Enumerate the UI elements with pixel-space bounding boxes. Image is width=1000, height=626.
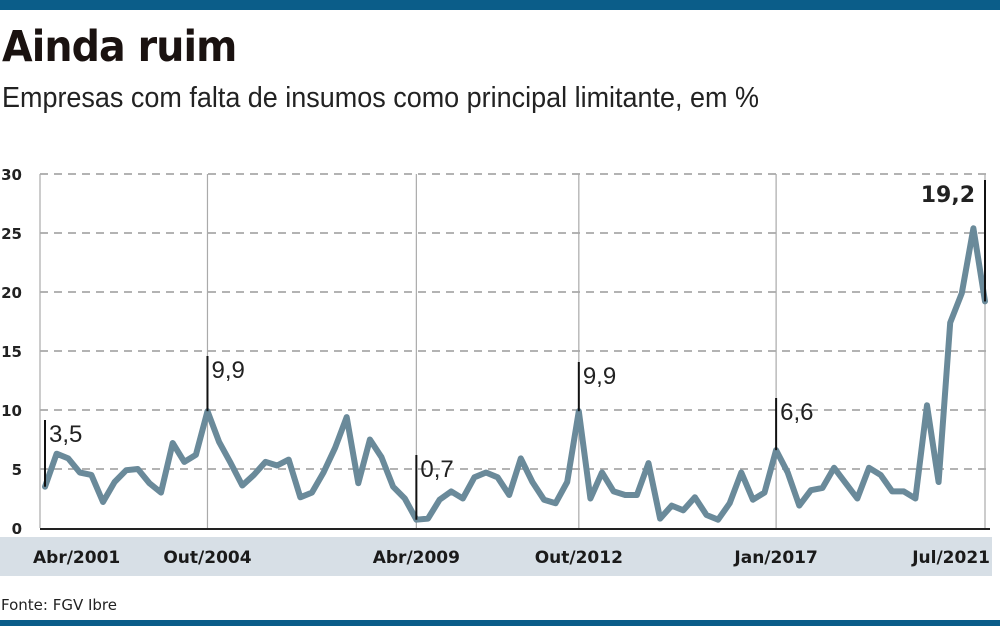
- annotation-label: 3,5: [49, 421, 82, 448]
- annotation-label: 9,9: [211, 357, 244, 384]
- annotation-label: 9,9: [583, 363, 616, 390]
- series-line: [42, 225, 988, 523]
- y-tick-label: 25: [1, 225, 22, 243]
- y-tick-label: 15: [1, 343, 22, 361]
- bottom-bar: [0, 620, 1000, 626]
- x-tick-label: Out/2004: [163, 548, 251, 568]
- y-tick-label: 5: [12, 461, 22, 479]
- x-tick-label: Jan/2017: [733, 548, 817, 568]
- chart-title: Ainda ruim: [2, 22, 237, 72]
- annotation-label: 19,2: [921, 183, 975, 208]
- annotation-label: 6,6: [780, 399, 813, 426]
- source-note: Fonte: FGV Ibre: [1, 596, 118, 614]
- x-tick-label: Abr/2001: [33, 548, 120, 568]
- x-axis-band: [0, 537, 992, 576]
- y-tick-label: 0: [12, 520, 22, 538]
- y-tick-label: 30: [1, 166, 22, 184]
- x-tick-label: Jul/2021: [911, 548, 990, 568]
- y-tick-label: 20: [1, 284, 22, 302]
- top-bar: [0, 0, 1000, 10]
- x-tick-label: Out/2012: [535, 548, 623, 568]
- chart-subtitle: Empresas com falta de insumos como princ…: [2, 82, 759, 114]
- y-tick-label: 10: [1, 402, 22, 420]
- annotation-label: 0,7: [420, 456, 453, 483]
- x-tick-label: Abr/2009: [373, 548, 460, 568]
